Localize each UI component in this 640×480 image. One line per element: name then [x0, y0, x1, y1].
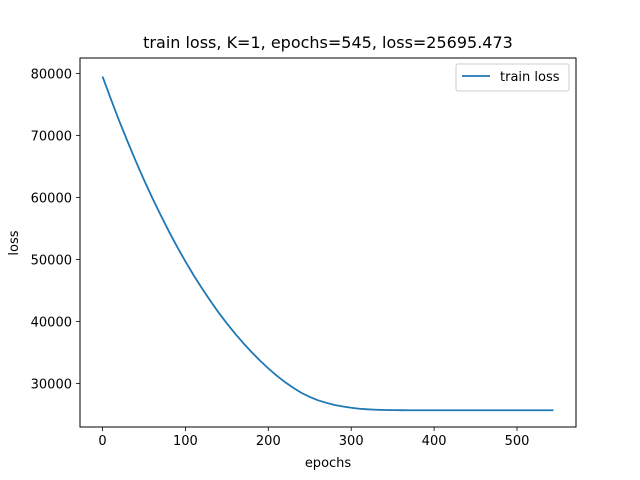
y-tick-label: 60000 — [31, 192, 72, 207]
legend: train loss — [455, 63, 570, 92]
y-axis-ticks: 30000 40000 50000 60000 70000 80000 — [31, 68, 80, 393]
legend-box — [455, 63, 570, 92]
chart-title: train loss, K=1, epochs=545, loss=25695.… — [143, 33, 513, 52]
x-tick-label: 300 — [339, 434, 364, 449]
x-tick-label: 200 — [256, 434, 281, 449]
x-tick-label: 500 — [505, 434, 530, 449]
y-tick-label: 30000 — [31, 378, 72, 393]
y-tick-label: 70000 — [31, 130, 72, 145]
y-axis-label: loss — [7, 230, 22, 255]
y-tick-label: 50000 — [31, 254, 72, 269]
series-line-train-loss — [101, 76, 554, 412]
x-tick-label: 100 — [173, 434, 198, 449]
legend-label-train-loss: train loss — [500, 70, 560, 85]
x-tick-label: 400 — [422, 434, 447, 449]
x-axis-ticks: 0 100 200 300 400 500 — [98, 427, 529, 449]
plot-frame — [79, 57, 577, 428]
x-tick-label: 0 — [98, 434, 106, 449]
y-tick-label: 40000 — [31, 316, 72, 331]
y-tick-label: 80000 — [31, 68, 72, 83]
x-axis-label: epochs — [305, 456, 352, 471]
